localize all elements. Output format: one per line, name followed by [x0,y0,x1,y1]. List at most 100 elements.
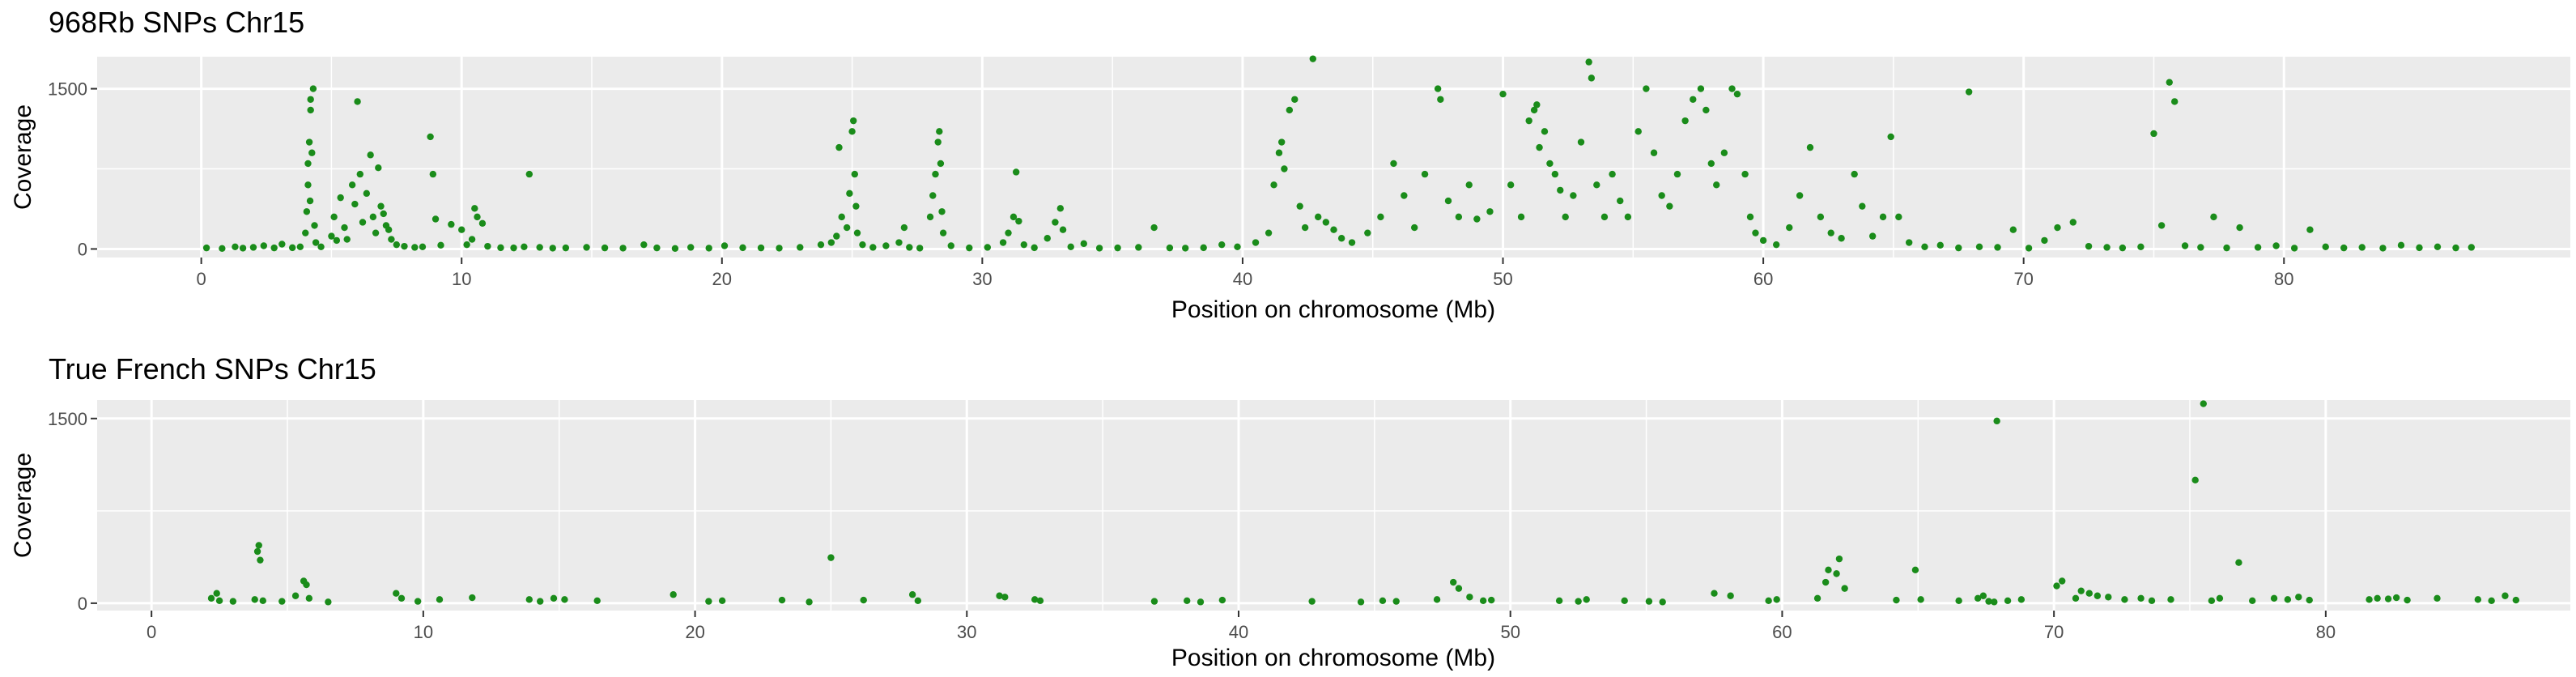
y-tick-label: 0 [78,594,87,614]
data-point [1010,213,1018,221]
data-point [1466,594,1473,601]
data-point [1533,101,1541,109]
data-point [929,192,937,199]
data-point [215,597,223,605]
data-point [1993,417,2000,425]
data-point [427,133,434,141]
data-point [270,244,278,252]
data-point [1821,578,1830,586]
data-point [257,556,264,564]
data-point [2340,244,2348,252]
data-point [1455,213,1463,221]
x-axis-title: Position on chromosome (Mb) [1171,645,1495,671]
data-point [278,241,286,248]
data-point [1364,229,1371,236]
data-point [2166,79,2173,86]
data-point [1036,597,1044,605]
data-point [2488,597,2495,605]
data-point [1965,88,1973,96]
data-point [317,243,325,251]
data-point [1150,224,1158,232]
data-point [521,243,528,251]
data-point [468,236,476,243]
data-point [671,245,679,252]
data-point [471,205,478,212]
data-point [359,219,367,226]
data-point [562,244,570,252]
data-point [966,244,973,252]
data-point [843,224,851,232]
data-point [249,244,257,251]
data-point [1796,192,1804,199]
data-point [853,229,861,236]
x-axis-ticks: 0 10 20 30 40 50 60 70 80 [197,258,2294,289]
chart-title: 968Rb SNPs Chr15 [49,6,304,39]
data-point [757,244,765,252]
data-point [1234,243,1241,251]
data-point [278,598,286,605]
data-point [999,239,1007,246]
data-point [2216,594,2224,602]
data-point [2210,213,2217,221]
data-point [1281,165,1288,172]
data-point [1184,597,1191,605]
data-point [2358,244,2366,251]
data-point [869,244,877,251]
data-point [593,597,601,605]
data-point [1012,168,1020,176]
data-point [1577,138,1585,146]
data-point [1974,594,1982,602]
data-point [1541,128,1549,135]
data-point [328,232,335,240]
grid-lines [97,57,2570,258]
data-point [1095,245,1103,252]
data-point [718,597,726,605]
data-point [583,244,590,251]
data-point [1488,596,1495,604]
x-tick-label: 40 [1229,622,1248,642]
data-point [302,229,309,236]
data-point [2284,596,2292,603]
data-point [469,594,476,602]
data-point [304,181,312,189]
data-point [1759,236,1767,245]
data-point [1031,596,1039,603]
data-point [2121,596,2128,603]
data-point [1588,75,1596,82]
data-point [1994,244,2001,251]
data-point [2157,222,2166,229]
data-point [1486,208,1494,215]
data-point [687,244,695,251]
x-tick-label: 70 [2044,622,2064,642]
data-point [312,239,320,246]
data-point [1392,598,1400,605]
data-point [851,170,858,178]
data-point [906,244,913,251]
data-point [806,598,813,606]
data-point [2009,226,2017,233]
data-point [525,170,533,178]
data-point [670,591,677,598]
data-point [1833,570,1840,577]
chart-title: True French SNPs Chr15 [49,352,376,385]
data-point [1817,213,1825,221]
data-point [619,245,627,252]
data-point [497,244,504,252]
x-tick-label: 50 [1493,269,1512,289]
data-point [1301,224,1309,232]
data-point [259,597,266,605]
data-point [2235,559,2242,566]
x-tick-label: 0 [147,622,156,642]
data-point [337,194,344,202]
data-point [2397,241,2405,249]
data-point [1275,149,1283,156]
data-point [2434,243,2442,251]
data-point [296,243,304,251]
data-point [937,160,945,168]
data-point [1825,566,1832,574]
data-point [1001,594,1009,601]
data-point [1746,213,1754,221]
data-point [2105,594,2112,601]
data-point [2236,224,2243,232]
data-point [397,594,406,602]
